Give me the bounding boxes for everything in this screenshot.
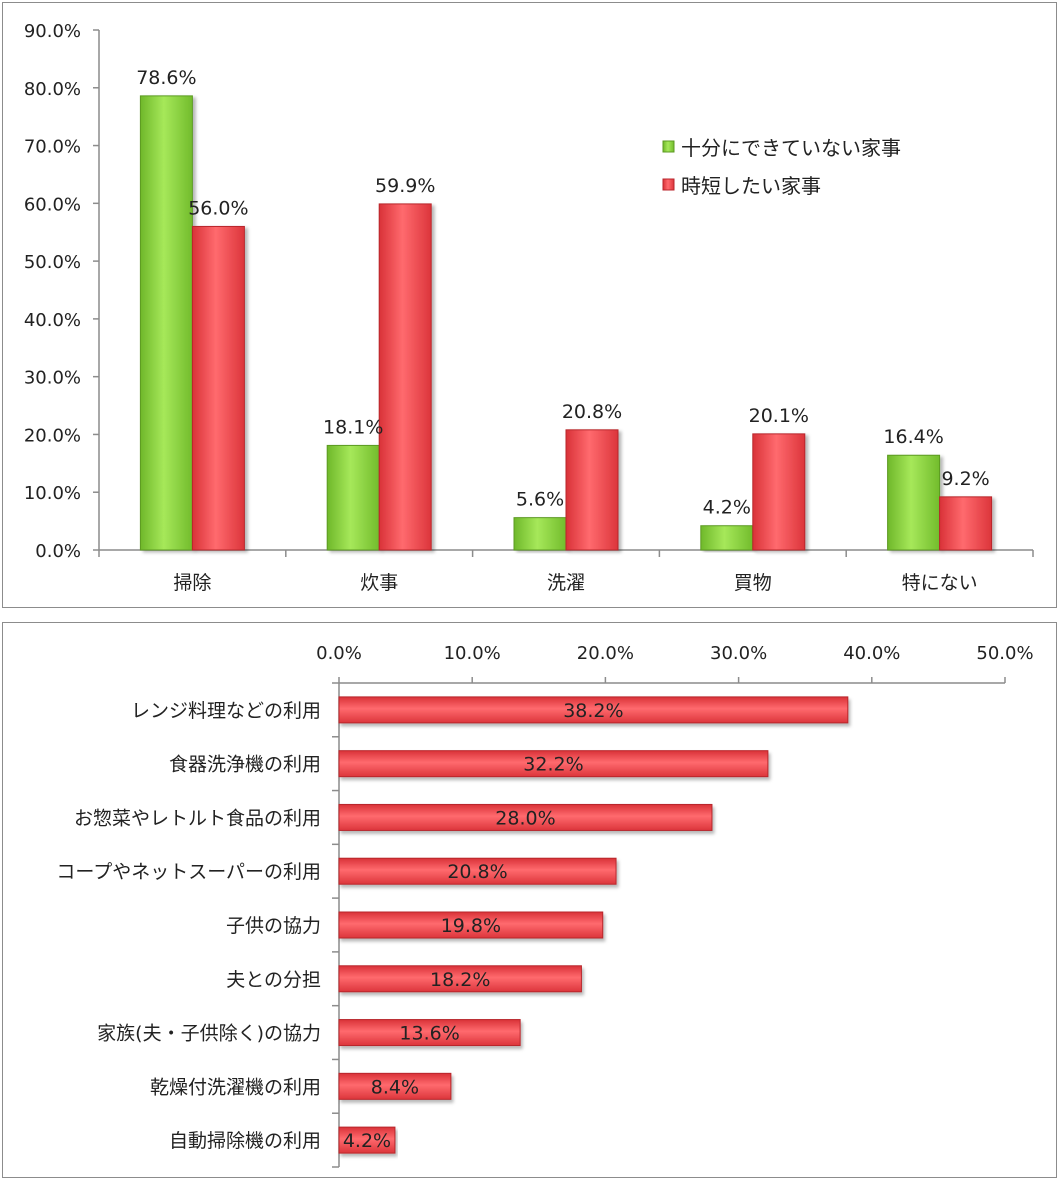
data-label: 28.0% [495,807,555,829]
x-tick-label: 40.0% [843,643,900,664]
data-label: 4.2% [703,497,751,519]
data-label: 8.4% [371,1076,419,1098]
bar-time-saving [565,429,619,551]
y-tick-label: 50.0% [24,252,81,273]
y-category-label: 夫との分担 [226,969,321,991]
x-category-label: 掃除 [173,572,211,594]
y-tick-label: 70.0% [24,137,81,158]
grouped-bar-chart: 0.0% 10.0% 20.0% 30.0% 40.0% 50.0% 60.0% 70.0% 8… [24,21,1034,594]
x-tick-label: 0.0% [316,643,362,664]
legend-label: 十分にできていない家事 [681,136,901,160]
legend-label: 時短したい家事 [681,174,821,198]
bar-measure [338,1072,452,1100]
y-category-label: 食器洗浄機の利用 [169,754,321,776]
y-category-label: 家族(夫・子供除く)の協力 [97,1023,321,1045]
top-chart-panel: 0.0% 10.0% 20.0% 30.0% 40.0% 50.0% 60.0% 70.0% 8… [2,2,1057,608]
data-label: 4.2% [343,1130,391,1152]
legend-swatch [662,178,675,191]
x-tick-label: 50.0% [976,643,1033,664]
y-category-label: 自動掃除機の利用 [169,1130,321,1152]
data-label: 16.4% [883,426,943,448]
data-label: 56.0% [188,197,248,219]
data-label: 78.6% [136,67,196,89]
data-label: 20.1% [749,405,809,427]
legend-swatch [662,140,675,153]
y-tick-label: 90.0% [24,21,81,42]
bar-insufficient [513,517,567,551]
y-tick-label: 30.0% [24,368,81,389]
data-label: 32.2% [523,754,583,776]
y-tick-label: 60.0% [24,194,81,215]
y-category-label: 乾燥付洗濯機の利用 [150,1076,321,1098]
x-category-label: 洗濯 [547,572,585,594]
x-tick-label: 30.0% [710,643,767,664]
x-category-label: 炊事 [360,572,398,594]
y-category-label: お惣菜やレトルト食品の利用 [74,807,321,829]
y-tick-label: 80.0% [24,79,81,100]
bar-insufficient [700,525,754,551]
x-tick-label: 20.0% [577,643,634,664]
data-label: 18.2% [430,969,490,991]
data-label: 9.2% [941,468,989,490]
x-tick-label: 10.0% [444,643,501,664]
y-tick-label: 40.0% [24,310,81,331]
data-label: 20.8% [447,861,507,883]
x-category-label: 特にない [902,572,978,594]
y-category-label: コープやネットスーパーの利用 [56,861,321,883]
bar-measure [338,1019,521,1047]
bar-measure [338,911,604,939]
y-tick-label: 0.0% [35,541,81,562]
bar-measure [338,965,582,993]
data-label: 5.6% [516,489,564,511]
data-label: 59.9% [375,175,435,197]
bar-measure [338,1126,396,1154]
y-category-label: 子供の協力 [226,915,321,937]
bar-time-saving [752,433,806,551]
bar-insufficient [139,95,193,551]
bar-measure [338,857,617,885]
data-label: 38.2% [563,700,623,722]
bar-time-saving [191,225,245,551]
bottom-chart-panel: 0.0% 10.0% 20.0% 30.0% 40.0% 50.0% 38.2% レンジ料理な… [2,622,1057,1178]
bar-measure [338,750,769,778]
y-tick-label: 20.0% [24,425,81,446]
bar-time-saving [378,203,432,551]
bar-measure [338,696,849,724]
data-label: 19.8% [441,915,501,937]
horizontal-bar-chart: 0.0% 10.0% 20.0% 30.0% 40.0% 50.0% 38.2% レンジ料理な… [56,643,1034,1168]
bar-measure [338,803,713,831]
y-category-label: レンジ料理などの利用 [131,700,321,722]
y-tick-label: 10.0% [24,483,81,504]
bar-insufficient [887,454,941,551]
data-label: 13.6% [399,1023,459,1045]
bar-insufficient [326,444,380,551]
data-label: 18.1% [323,416,383,438]
bar-time-saving [939,496,993,551]
data-label: 20.8% [562,401,622,423]
x-category-label: 買物 [734,572,772,594]
